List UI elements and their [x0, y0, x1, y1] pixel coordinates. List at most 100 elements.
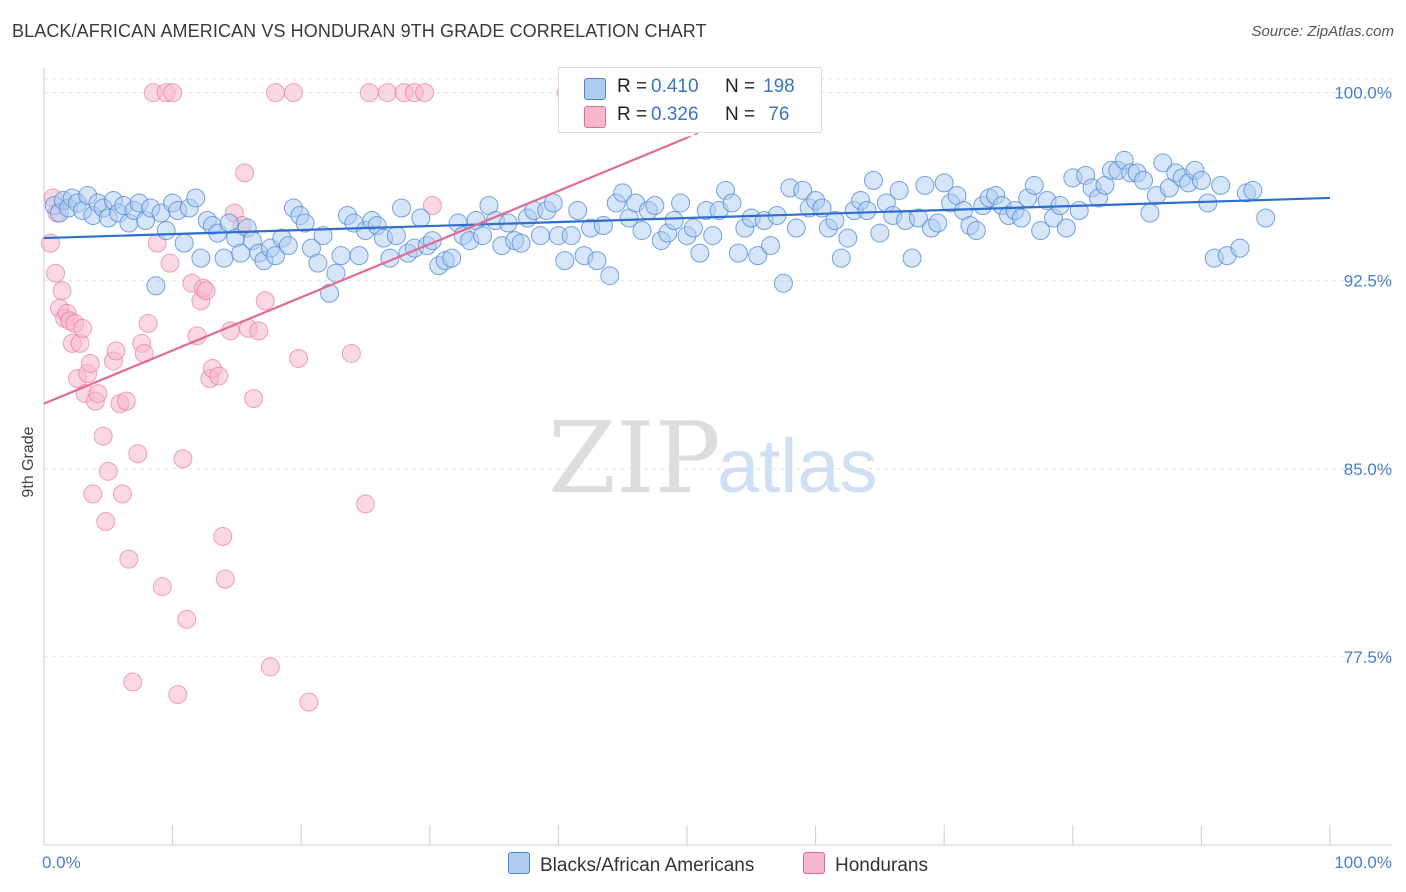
black-point [1069, 200, 1089, 220]
y-tick-label: 100.0% [1334, 84, 1392, 103]
legend-r-value: 0.410 [651, 76, 699, 97]
black-point [1256, 208, 1276, 228]
black-point [349, 246, 369, 266]
series-black-points [44, 150, 1276, 303]
black-point [295, 213, 315, 233]
stats-legend: R = 0.410 N = 198 R = 0.326 N = 76 [558, 67, 822, 133]
black-point [773, 273, 793, 293]
black-point [568, 200, 588, 220]
black-point [857, 200, 877, 220]
bottom-legend-black: Blacks/African Americans [508, 852, 754, 877]
black-point [1134, 170, 1154, 190]
black-point [934, 173, 954, 193]
black-point [313, 226, 333, 246]
honduran-point [177, 609, 197, 629]
black-point [191, 248, 211, 268]
black-point [703, 226, 723, 246]
honduran-point [123, 672, 143, 692]
honduran-point [215, 569, 235, 589]
legend-row-honduran: R = 0.326 N = 76 [559, 101, 821, 131]
black-point [812, 198, 832, 218]
black-point [411, 208, 431, 228]
black-point [664, 211, 684, 231]
honduran-point [138, 313, 158, 333]
black-point [928, 213, 948, 233]
black-point [186, 188, 206, 208]
black-point [331, 246, 351, 266]
honduran-point [213, 527, 233, 547]
black-point [600, 266, 620, 286]
legend-r-label: R = [617, 104, 648, 125]
black-point [214, 248, 234, 268]
black-point [1211, 175, 1231, 195]
black-point [555, 251, 575, 271]
watermark: ZIP atlas [548, 402, 878, 516]
black-point [156, 221, 176, 241]
chart-title: BLACK/AFRICAN AMERICAN VS HONDURAN 9TH G… [12, 21, 707, 41]
watermark-zip: ZIP [548, 402, 721, 516]
bottom-legend-label-black: Blacks/African Americans [540, 855, 755, 876]
honduran-point [356, 494, 375, 514]
honduran-point [255, 291, 275, 311]
y-axis-label: 9th Grade [20, 426, 37, 497]
black-point [278, 236, 298, 256]
black-point [831, 248, 851, 268]
honduran-point [88, 384, 108, 404]
honduran-point [299, 692, 319, 712]
black-point [561, 226, 581, 246]
source-label: Source: ZipAtlas.com [1251, 23, 1394, 40]
trend-line-black [43, 196, 1331, 240]
honduran-point [415, 83, 435, 103]
honduran-point [160, 253, 180, 273]
legend-row-black: R = 0.410 N = 198 [559, 73, 821, 103]
black-point [632, 221, 652, 241]
bottom-legend-swatch-pink [803, 852, 825, 874]
honduran-point [119, 549, 139, 569]
series-hondurans-points [40, 83, 584, 712]
black-point [1191, 170, 1211, 190]
black-point [1243, 180, 1263, 200]
black-point [146, 276, 166, 296]
legend-swatch-blue [584, 78, 606, 100]
black-point [593, 216, 613, 236]
black-point [613, 183, 633, 203]
black-point [442, 248, 462, 268]
black-point [386, 226, 406, 246]
black-point [761, 236, 781, 256]
bottom-legend-label-honduran: Hondurans [835, 855, 928, 876]
honduran-point [152, 577, 172, 597]
honduran-point [163, 83, 183, 103]
honduran-point [80, 353, 100, 373]
honduran-point [289, 348, 309, 368]
black-point [645, 195, 665, 215]
honduran-point [173, 449, 193, 469]
honduran-point [168, 685, 188, 705]
honduran-point [341, 343, 361, 363]
black-point [786, 218, 806, 238]
black-point [1230, 238, 1250, 258]
black-point [1140, 203, 1160, 223]
black-point [902, 248, 922, 268]
watermark-atlas: atlas [717, 424, 878, 509]
black-point [748, 246, 768, 266]
black-point [671, 193, 691, 213]
black-point [1056, 218, 1076, 238]
black-point [319, 283, 339, 303]
black-point [530, 226, 550, 246]
black-point [511, 233, 531, 253]
black-point [889, 180, 909, 200]
black-point [587, 251, 607, 271]
black-point [825, 211, 845, 231]
y-tick-label: 77.5% [1344, 648, 1392, 667]
honduran-point [235, 163, 255, 183]
black-point [683, 218, 703, 238]
black-point [1031, 221, 1051, 241]
honduran-point [73, 318, 93, 338]
y-tick-label: 92.5% [1344, 272, 1392, 291]
black-point [793, 180, 813, 200]
honduran-point [377, 83, 397, 103]
x-tick-label: 100.0% [1334, 853, 1392, 872]
black-point [722, 193, 742, 213]
black-point [915, 175, 935, 195]
